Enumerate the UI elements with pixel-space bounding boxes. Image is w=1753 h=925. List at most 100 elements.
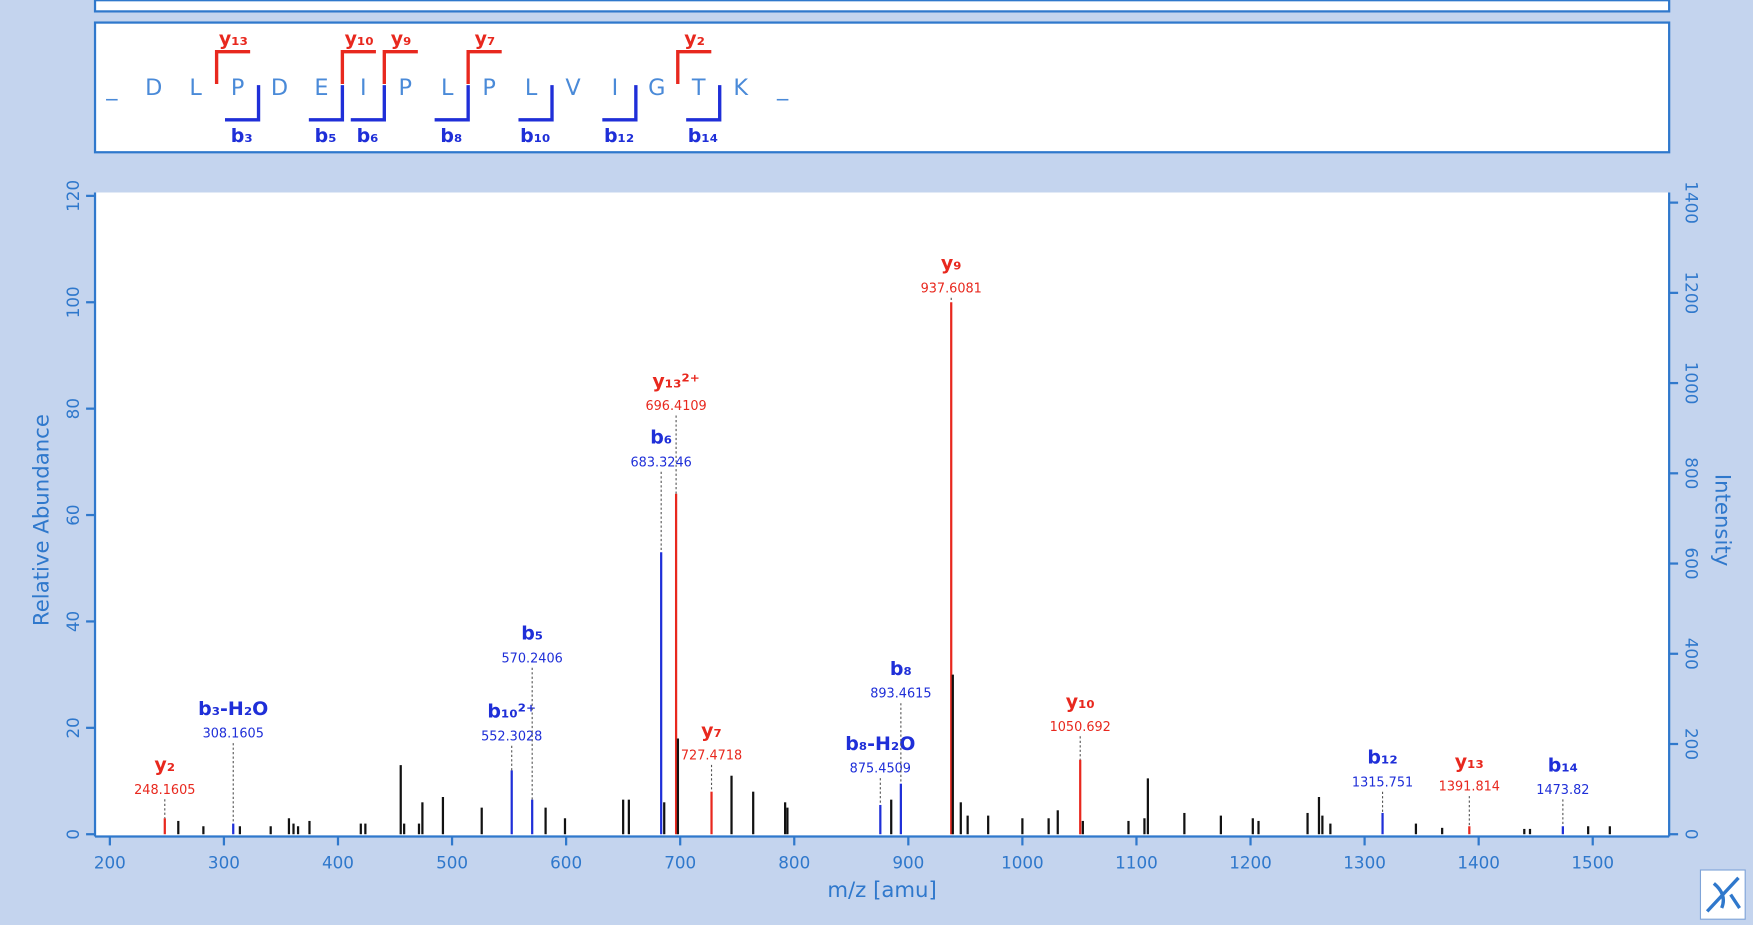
logo [1699, 869, 1746, 920]
y-tick-label: 120 [63, 180, 83, 212]
y2-tick-label: 0 [1681, 829, 1701, 840]
b-ion-label: b₁₂ [604, 125, 634, 147]
y-ion-bracket [382, 49, 418, 85]
y-ion-bracket [466, 49, 502, 85]
y-ion-label: y₁₀ [345, 28, 374, 50]
y-tick-label: 80 [63, 398, 83, 419]
ion-label: b₃-H₂O [198, 698, 268, 720]
mz-label: 893.4615 [870, 687, 931, 702]
ion-label: b₈-H₂O [845, 733, 915, 755]
b-ion-label: b₃ [231, 125, 253, 147]
ion-label: y₇ [701, 720, 722, 742]
plot-area [95, 192, 1670, 837]
mz-label: 570.2406 [502, 651, 563, 666]
mz-label: 1315.751 [1352, 775, 1413, 790]
ion-label: y₉ [941, 253, 962, 275]
y-tick-label: 60 [63, 504, 83, 525]
residue: I [360, 75, 367, 101]
residue: I [612, 75, 619, 101]
residue: E [314, 75, 328, 101]
x-axis-title: m/z [amu] [827, 878, 936, 903]
mz-label: 1473.82 [1536, 783, 1589, 798]
x-tick-label: 900 [892, 852, 924, 872]
ion-label: b₅ [521, 623, 543, 645]
y-ion-bracket [340, 49, 376, 85]
residue: _ [105, 75, 118, 101]
sequence-panel [93, 21, 1671, 154]
residue: T [691, 75, 706, 101]
x-tick-label: 200 [94, 852, 126, 872]
x-tick-label: 1500 [1571, 852, 1614, 872]
x-tick-label: 600 [550, 852, 582, 872]
y2-tick-label: 400 [1681, 638, 1701, 670]
x-tick-label: 700 [664, 852, 696, 872]
y-tick-label: 20 [63, 717, 83, 738]
ion-label: b₁₂ [1367, 747, 1397, 769]
mz-label: 248.1605 [134, 783, 195, 798]
mz-label: 696.4109 [645, 399, 706, 414]
residue: K [733, 75, 749, 101]
x-tick-label: 1000 [1001, 852, 1044, 872]
b-ion-bracket [308, 85, 345, 122]
ion-label: y₁₀ [1066, 691, 1095, 713]
b-ion-bracket [224, 85, 261, 122]
ion-label: y₁₃²⁺ [652, 370, 699, 392]
b-ion-label: b₅ [315, 125, 337, 147]
residue: P [231, 75, 244, 101]
mz-label: 1050.692 [1050, 720, 1111, 735]
mz-label: 308.1605 [203, 727, 264, 742]
ion-label: y₁₃ [1455, 751, 1484, 773]
b-ion-label: b₁₄ [688, 125, 718, 147]
ion-label: b₈ [890, 658, 912, 680]
y-axis-title: Relative Abundance [29, 414, 54, 626]
y-ion-label: y₁₃ [219, 28, 248, 50]
y-ion-bracket [676, 49, 712, 85]
y-tick-label: 40 [63, 611, 83, 632]
residue: P [399, 75, 412, 101]
b-ion-bracket [350, 85, 386, 122]
x-tick-label: 1200 [1229, 852, 1272, 872]
y2-tick-label: 800 [1681, 457, 1701, 489]
b-ion-label: b₈ [440, 125, 462, 147]
ion-label: b₁₄ [1548, 754, 1578, 776]
y-tick-label: 0 [63, 829, 83, 840]
residue: L [441, 75, 454, 101]
b-ion-bracket [686, 85, 722, 122]
mz-label: 937.6081 [921, 281, 982, 296]
mz-label: 875.4509 [850, 762, 911, 777]
y2-tick-label: 1400 [1681, 181, 1701, 224]
ion-label: b₆ [650, 427, 672, 449]
b-ion-label: b₆ [357, 125, 379, 147]
top-panel-edge [93, 0, 1671, 13]
b-ion-label: b₁₀ [520, 125, 550, 147]
y2-axis-title: Intensity [1710, 474, 1735, 566]
y2-tick-label: 200 [1681, 728, 1701, 760]
x-tick-label: 1400 [1457, 852, 1500, 872]
residue: G [648, 75, 665, 101]
y2-tick-label: 600 [1681, 548, 1701, 580]
mz-label: 727.4718 [681, 748, 742, 763]
ion-label: b₁₀²⁺ [487, 701, 536, 723]
residue: P [482, 75, 495, 101]
residue: _ [776, 75, 789, 101]
residue: V [565, 75, 581, 101]
residue: L [189, 75, 202, 101]
mz-label: 1391.814 [1439, 780, 1500, 795]
y2-tick-label: 1200 [1681, 272, 1701, 315]
x-tick-label: 1100 [1115, 852, 1158, 872]
x-tick-label: 1300 [1343, 852, 1386, 872]
mz-label: 552.3028 [481, 729, 542, 744]
residue: L [525, 75, 538, 101]
y-ion-bracket [214, 49, 251, 85]
ion-label: y₂ [154, 754, 175, 776]
y-ion-label: y₇ [475, 28, 496, 50]
y2-tick-label: 1000 [1681, 362, 1701, 405]
x-tick-label: 500 [436, 852, 468, 872]
b-ion-bracket [434, 85, 470, 122]
y-ion-label: y₂ [684, 28, 705, 50]
y-ion-label: y₉ [391, 28, 412, 50]
x-tick-label: 800 [778, 852, 810, 872]
b-ion-bracket [602, 85, 638, 122]
